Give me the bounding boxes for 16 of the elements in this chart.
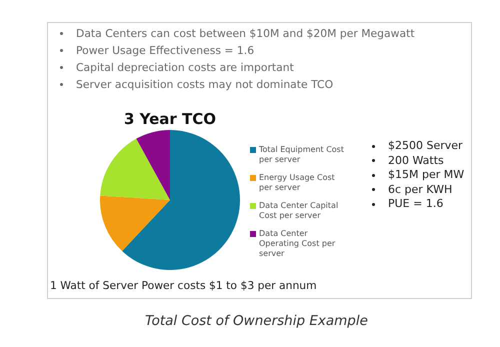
legend-label: Data Center Capital Cost per server (259, 201, 340, 221)
legend-label: Energy Usage Cost per server (259, 173, 336, 193)
text: $15M per MW (388, 168, 464, 182)
text: 1 Watt of Server Power costs $1 to $3 per annum (50, 279, 317, 292)
chart-title: 3 Year TCO (122, 110, 218, 128)
legend-label: Data Center Operating Cost per server (259, 229, 336, 259)
text: Capital depreciation costs are important (76, 60, 294, 76)
text: 6c per KWH (388, 182, 452, 197)
text: $2500 Server (388, 139, 463, 154)
legend-label: Total Equipment Cost per server (259, 145, 345, 165)
text: 200 Watts (388, 154, 444, 168)
text: Server acquisition costs may not dominate TCO (76, 77, 334, 93)
text: Data Centers can cost between $10M and $20M per Megawatt (76, 26, 415, 42)
text: Power Usage Effectiveness = 1.6 (76, 43, 254, 59)
text: PUE = 1.6 (388, 197, 444, 212)
text: Total Cost of Ownership Example (145, 313, 368, 329)
